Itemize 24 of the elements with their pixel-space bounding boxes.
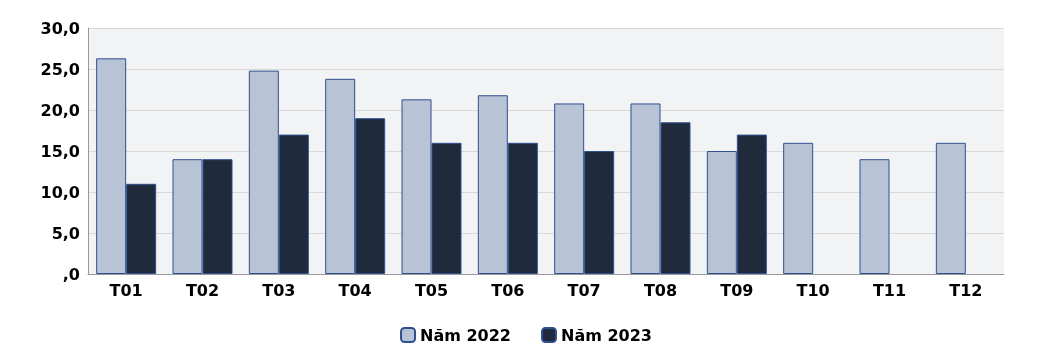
x-tick-label: T05: [414, 280, 449, 300]
x-tick-label: T03: [262, 280, 296, 300]
legend-label: Năm 2023: [561, 325, 652, 345]
x-tick-label: T02: [185, 280, 220, 300]
y-tick-label: 10,0: [40, 182, 80, 202]
x-tick-label: T01: [109, 280, 143, 300]
y-tick-label: 20,0: [40, 100, 80, 120]
y-tick-label: 5,0: [51, 223, 80, 243]
x-tick-label: T07: [567, 280, 601, 300]
x-tick-label: T04: [338, 280, 372, 300]
x-tick-label: T06: [491, 280, 525, 300]
x-tick-label: T11: [872, 280, 907, 300]
bar: [935, 142, 966, 274]
bar: [859, 159, 890, 274]
x-tick-label: T09: [720, 280, 754, 300]
legend-label: Năm 2022: [420, 325, 512, 345]
y-tick-label: ,0: [62, 264, 80, 284]
x-tick-label: T12: [949, 280, 983, 300]
y-tick-label: 30,0: [40, 18, 80, 38]
y-tick-label: 25,0: [40, 59, 80, 79]
x-tick-label: T08: [643, 280, 678, 300]
x-tick-label: T10: [796, 280, 830, 300]
y-tick-label: 15,0: [40, 141, 80, 161]
bar: [783, 142, 814, 274]
